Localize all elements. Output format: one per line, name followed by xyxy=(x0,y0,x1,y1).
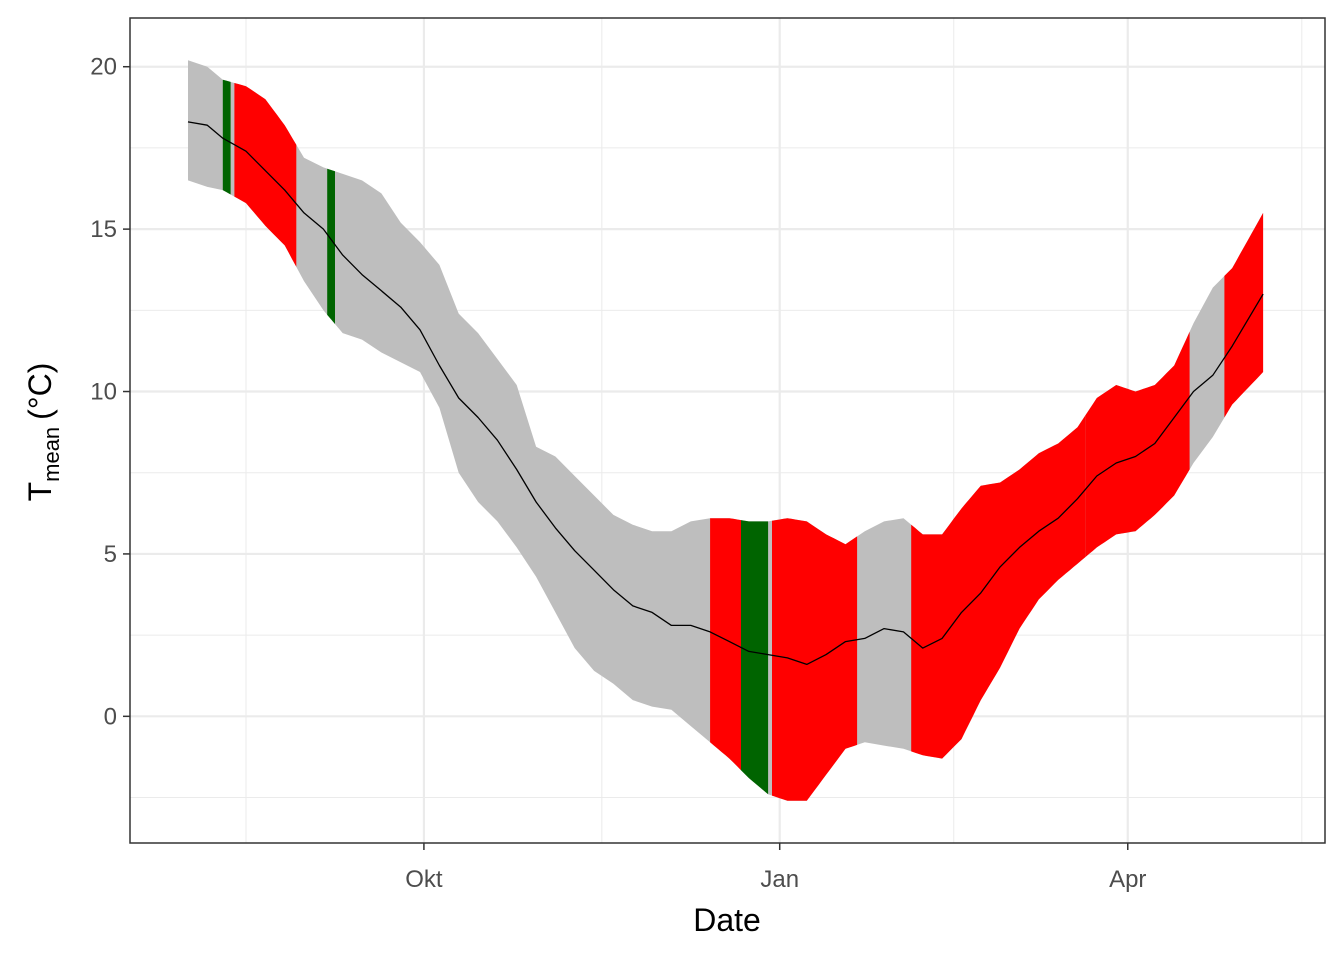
x-tick-label: Apr xyxy=(1109,866,1146,893)
y-axis-title: Tmean (°C) xyxy=(22,363,64,502)
panel-border xyxy=(129,17,1326,844)
y-axis-title-unit: (°C) xyxy=(22,363,58,420)
x-axis-title: Date xyxy=(693,902,761,938)
warm-anomaly-band xyxy=(234,83,297,267)
x-axis: Okt Jan Apr xyxy=(405,843,1146,893)
warm-anomaly-band xyxy=(772,518,858,801)
y-tick-label: 5 xyxy=(104,541,117,568)
y-axis: 0 5 10 15 20 xyxy=(90,54,130,730)
y-tick-label: 15 xyxy=(90,216,117,243)
cold-anomaly-band xyxy=(222,79,231,195)
cold-anomaly-band xyxy=(741,520,769,795)
x-tick-label: Okt xyxy=(405,866,443,893)
y-tick-label: 10 xyxy=(90,379,117,406)
warm-anomaly-band xyxy=(710,518,741,771)
mean-line-layer xyxy=(187,121,1264,666)
y-axis-title-subscript: mean xyxy=(39,427,64,482)
y-tick-label: 0 xyxy=(104,703,117,730)
warm-anomaly-band xyxy=(1085,331,1190,558)
x-tick-label: Jan xyxy=(760,866,799,893)
y-tick-label: 20 xyxy=(90,54,117,81)
warm-anomaly-band xyxy=(911,415,1086,759)
y-axis-title-main: T xyxy=(22,482,58,502)
highlight-layer xyxy=(222,79,1264,801)
cold-anomaly-band xyxy=(327,168,335,324)
mean-line xyxy=(187,121,1264,666)
warm-anomaly-band xyxy=(1224,212,1264,418)
